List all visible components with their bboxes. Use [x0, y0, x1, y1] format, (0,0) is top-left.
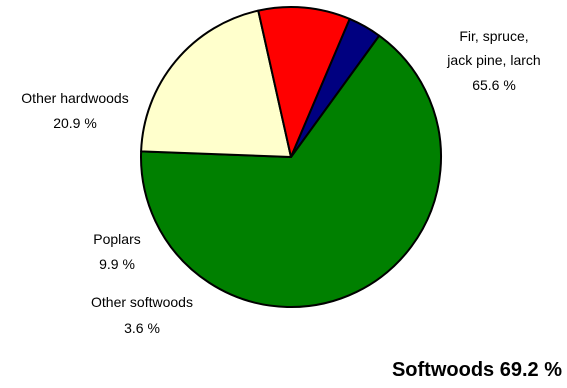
value-other-hardwoods: 20.9 %: [53, 115, 97, 131]
pie-slice-other-hardwoods: [140, 9, 292, 158]
pie-slice-other-softwoods: [290, 17, 381, 158]
label-fir-line2: jack pine, larch: [446, 52, 540, 68]
softwoods-total-annotation: Softwoods 69.2 %: [392, 359, 562, 381]
pie-slice-poplars: [257, 6, 351, 158]
value-fir: 65.6 %: [472, 77, 516, 93]
label-poplars: Poplars: [93, 231, 140, 247]
label-other-softwoods: Other softwoods: [91, 294, 193, 310]
label-fir-line1: Fir, spruce,: [459, 28, 528, 44]
label-other-hardwoods: Other hardwoods: [21, 90, 128, 106]
pie-slices: [140, 6, 443, 308]
value-other-softwoods: 3.6 %: [124, 320, 160, 336]
value-poplars: 9.9 %: [99, 256, 135, 272]
pie-slice-fir: [140, 34, 443, 308]
